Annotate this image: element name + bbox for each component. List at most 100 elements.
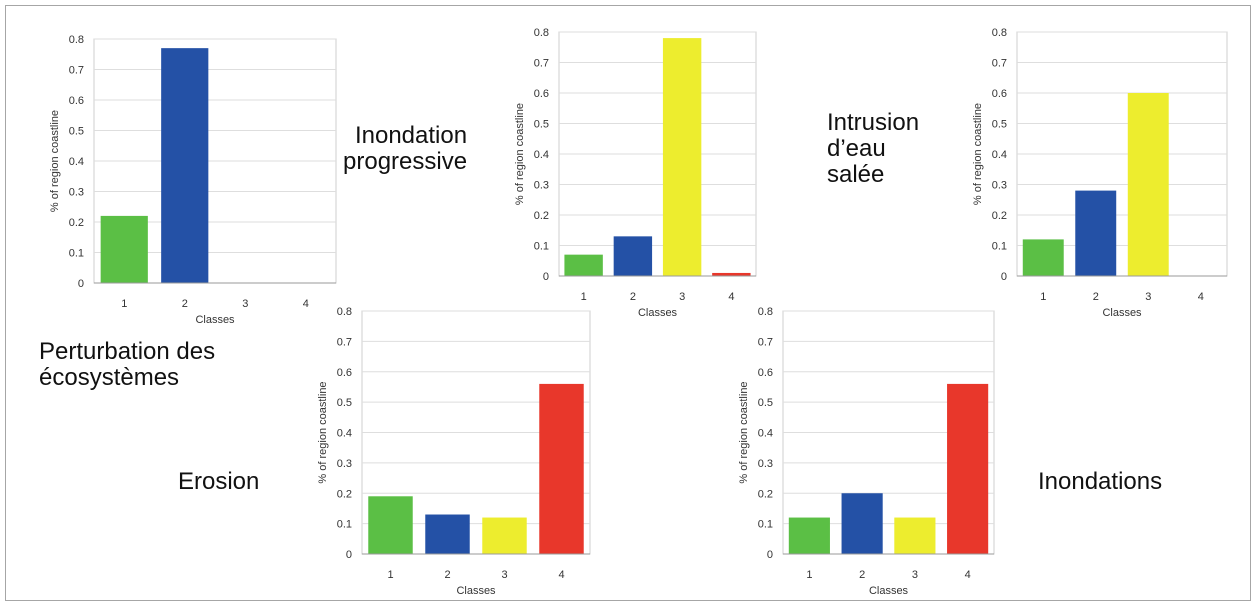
label-intrusion: Intrusion d’eau salée <box>827 109 920 188</box>
x-tick-label: 2 <box>859 569 865 581</box>
y-tick-label: 0.1 <box>992 241 1007 253</box>
chart-inondations: 0 0.1 0.2 0.3 0.4 0.5 0.6 0.7 0.8 1 2 3 4 Classes % of… <box>738 306 995 597</box>
bar-class-2 <box>613 236 653 276</box>
y-tick-label: 0.8 <box>758 306 773 318</box>
bar-class-4 <box>539 383 584 554</box>
y-tick-label: 0.2 <box>992 210 1007 222</box>
y-axis-title: % of region coastline <box>317 381 329 483</box>
y-tick-label: 0.3 <box>992 180 1007 192</box>
y-tick-label: 0 <box>346 549 352 561</box>
x-tick-label: 1 <box>581 291 587 303</box>
y-tick-label: 0.4 <box>992 149 1007 161</box>
chart-inondation-progressive: 0 0.1 0.2 0.3 0.4 0.5 0.6 0.7 0.8 1 2 3 4 Classes % of… <box>514 27 757 319</box>
x-tick-label: 1 <box>387 569 393 581</box>
bar-class-2 <box>161 48 209 284</box>
bar-class-2 <box>1075 190 1117 276</box>
y-axis-title: % of region coastline <box>972 103 984 205</box>
label-erosion: Erosion <box>178 468 260 495</box>
bar-class-3 <box>894 517 936 554</box>
x-tick-label: 2 <box>1093 291 1099 303</box>
y-tick-label: 0.5 <box>534 119 549 131</box>
y-tick-label: 0.5 <box>758 397 773 409</box>
x-axis-title: Classes <box>1102 307 1142 319</box>
y-tick-label: 0.4 <box>337 428 352 440</box>
x-tick-label: 1 <box>806 569 812 581</box>
y-tick-label: 0.1 <box>69 248 84 260</box>
label-inondation-progressive: Inondation progressive <box>343 122 468 175</box>
label-inondations: Inondations <box>1038 468 1163 495</box>
y-tick-label: 0.2 <box>69 217 84 229</box>
x-tick-label: 2 <box>444 569 450 581</box>
x-tick-label: 4 <box>558 569 564 581</box>
y-tick-label: 0.4 <box>534 149 549 161</box>
y-tick-label: 0.7 <box>758 336 773 348</box>
bar-class-3 <box>1127 93 1169 276</box>
y-tick-label: 0.6 <box>69 95 84 107</box>
y-tick-label: 0.5 <box>69 126 84 138</box>
y-tick-label: 0.3 <box>337 458 352 470</box>
y-tick-label: 0.8 <box>534 27 549 39</box>
x-axis-title: Classes <box>456 585 496 597</box>
bar-class-4 <box>947 383 989 554</box>
y-tick-label: 0.6 <box>992 88 1007 100</box>
x-tick-label: 1 <box>121 298 127 310</box>
y-tick-label: 0 <box>767 549 773 561</box>
x-tick-label: 1 <box>1040 291 1046 303</box>
y-tick-label: 0 <box>1001 271 1007 283</box>
y-tick-label: 0.6 <box>758 367 773 379</box>
label-perturbation: Perturbation des écosystèmes <box>39 338 216 391</box>
x-axis-title: Classes <box>195 314 235 326</box>
x-tick-label: 3 <box>501 569 507 581</box>
y-axis-title: % of region coastline <box>738 381 750 483</box>
y-tick-label: 0.5 <box>337 397 352 409</box>
x-axis-title: Classes <box>869 585 909 597</box>
bar-class-1 <box>368 496 413 554</box>
y-tick-label: 0.1 <box>337 519 352 531</box>
x-tick-label: 4 <box>965 569 971 581</box>
y-tick-label: 0.2 <box>534 210 549 222</box>
x-tick-label: 4 <box>303 298 309 310</box>
y-tick-label: 0.8 <box>69 34 84 46</box>
y-tick-label: 0.7 <box>534 58 549 70</box>
x-tick-label: 2 <box>630 291 636 303</box>
x-tick-label: 4 <box>728 291 734 303</box>
y-tick-label: 0.7 <box>992 58 1007 70</box>
y-tick-label: 0 <box>543 271 549 283</box>
chart-perturbation: 0 0.1 0.2 0.3 0.4 0.5 0.6 0.7 0.8 1 2 3 4 Classes % of… <box>49 34 337 326</box>
bar-class-1 <box>100 215 148 283</box>
y-tick-label: 0.6 <box>534 88 549 100</box>
x-tick-label: 3 <box>242 298 248 310</box>
chart-intrusion: 0 0.1 0.2 0.3 0.4 0.5 0.6 0.7 0.8 1 2 3 4 Classes % of… <box>972 27 1228 319</box>
bar-class-1 <box>1022 239 1064 276</box>
bar-class-3 <box>662 38 702 276</box>
bar-class-2 <box>425 514 470 554</box>
y-tick-label: 0.2 <box>758 488 773 500</box>
y-tick-label: 0.5 <box>992 119 1007 131</box>
y-axis-title: % of region coastline <box>514 103 526 205</box>
x-tick-label: 3 <box>679 291 685 303</box>
y-tick-label: 0.7 <box>337 336 352 348</box>
x-tick-label: 4 <box>1198 291 1204 303</box>
y-axis-title: % of region coastline <box>49 110 61 212</box>
y-tick-label: 0 <box>78 278 84 290</box>
y-tick-label: 0.3 <box>69 187 84 199</box>
x-tick-label: 3 <box>1145 291 1151 303</box>
y-tick-label: 0.3 <box>758 458 773 470</box>
bar-class-2 <box>841 493 883 554</box>
y-tick-label: 0.8 <box>992 27 1007 39</box>
y-tick-label: 0.4 <box>69 156 84 168</box>
y-tick-label: 0.4 <box>758 428 773 440</box>
y-tick-label: 0.7 <box>69 65 84 77</box>
figure-frame: 0 0.1 0.2 0.3 0.4 0.5 0.6 0.7 0.8 1 2 3 4 Classes % of… <box>5 5 1251 601</box>
bar-class-4 <box>712 272 751 276</box>
chart-erosion: 0 0.1 0.2 0.3 0.4 0.5 0.6 0.7 0.8 1 2 3 4 Classes % of… <box>317 306 591 597</box>
y-tick-label: 0.1 <box>534 241 549 253</box>
bar-class-3 <box>482 517 527 554</box>
y-tick-label: 0.6 <box>337 367 352 379</box>
x-tick-label: 3 <box>912 569 918 581</box>
bar-class-1 <box>788 517 830 554</box>
y-tick-label: 0.8 <box>337 306 352 318</box>
x-tick-label: 2 <box>182 298 188 310</box>
y-tick-label: 0.3 <box>534 180 549 192</box>
y-tick-label: 0.1 <box>758 519 773 531</box>
